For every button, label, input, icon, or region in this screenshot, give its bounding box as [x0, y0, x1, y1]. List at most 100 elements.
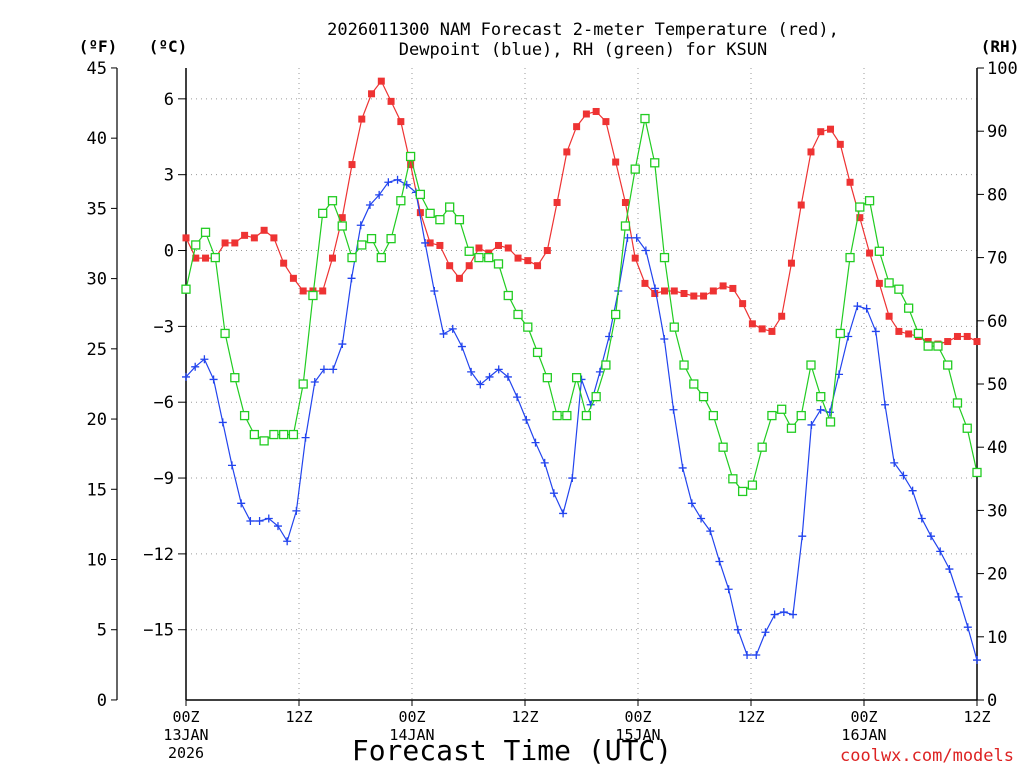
temperature-point — [280, 259, 288, 267]
dewpoint-point — [301, 433, 310, 442]
rh-point — [210, 252, 220, 263]
dewpoint-point — [595, 367, 604, 376]
dewpoint-point — [531, 438, 540, 447]
dewpoint-point — [779, 608, 788, 617]
dewpoint-point — [623, 233, 632, 242]
temperature-point — [202, 254, 210, 262]
rh-point — [230, 373, 240, 383]
rh-point — [415, 189, 426, 200]
dewpoint-point — [549, 489, 558, 498]
temperature-point — [778, 312, 786, 320]
rh-point — [464, 246, 474, 256]
celsius-tick-label: −15 — [143, 621, 174, 641]
dewpoint-point — [393, 175, 402, 184]
temperature-point — [866, 249, 874, 257]
rh-point — [523, 322, 533, 332]
rh-point — [845, 252, 855, 263]
rh-point — [962, 423, 972, 433]
temperature-point — [573, 123, 581, 131]
rh-point — [601, 360, 611, 370]
rh-point — [337, 221, 347, 231]
rh-point — [249, 429, 260, 440]
fahrenheit-tick-label: 40 — [87, 129, 107, 149]
dewpoint-point — [945, 565, 954, 574]
x-tick-date-label: 14JAN — [389, 726, 434, 744]
celsius-tick-label: 0 — [164, 242, 174, 262]
x-tick-date-label: 13JAN — [163, 726, 208, 744]
rh-tick-label: 70 — [987, 249, 1007, 269]
rh-point — [903, 303, 914, 313]
rh-point — [532, 347, 543, 358]
dewpoint-point — [237, 499, 246, 508]
temperature-point — [436, 241, 444, 249]
temperature-point — [690, 292, 698, 300]
x-tick-year-label: 2026 — [168, 744, 204, 762]
rh-point — [757, 442, 767, 452]
temperature-point — [368, 90, 376, 98]
fahrenheit-tick-label: 0 — [97, 691, 107, 711]
dewpoint-point — [835, 370, 844, 379]
rh-point — [288, 429, 299, 440]
rh-point — [786, 423, 797, 433]
celsius-tick-label: 6 — [164, 90, 174, 110]
series-rh — [181, 113, 982, 497]
dewpoint-point — [743, 651, 752, 660]
dewpoint-point — [798, 532, 807, 541]
dewpoint-point — [678, 463, 687, 472]
temperature-point — [719, 282, 727, 290]
temperature-point — [250, 234, 258, 242]
rh-point — [425, 208, 435, 219]
x-tick-label: 00Z — [172, 708, 199, 726]
series-dewpoint — [182, 175, 981, 665]
watermark: coolwx.com/models — [840, 746, 1014, 766]
rh-tick-label: 60 — [987, 312, 1007, 332]
temperature-point — [748, 320, 756, 328]
dewpoint-point — [191, 362, 200, 371]
rh-point — [913, 328, 924, 339]
temperature-point — [836, 140, 844, 148]
dewpoint-point — [697, 514, 706, 523]
rh-point — [835, 328, 845, 339]
rh-point — [493, 259, 504, 269]
dewpoint-point — [559, 509, 568, 518]
rh-point — [698, 391, 709, 402]
dewpoint-point — [200, 355, 209, 364]
rh-point — [884, 278, 894, 288]
temperature-point — [524, 257, 532, 265]
temperature-point — [895, 327, 903, 335]
rh-point — [952, 398, 963, 408]
x-tick-label: 12Z — [737, 708, 764, 726]
rh-point — [591, 391, 601, 402]
temperature-point — [377, 77, 385, 85]
rh-point — [376, 252, 386, 263]
temperature-point — [534, 262, 542, 270]
series-line — [185, 179, 978, 661]
dewpoint-point — [439, 329, 448, 338]
rh-point — [659, 252, 670, 263]
rh-point — [562, 410, 572, 421]
temperature-point — [651, 289, 659, 297]
rh-point — [366, 233, 377, 244]
dewpoint-point — [209, 375, 218, 384]
temperature-point — [221, 239, 229, 247]
rh-point — [435, 215, 445, 225]
dewpoint-point — [375, 190, 384, 199]
rh-point — [200, 227, 211, 237]
temperature-point — [192, 254, 200, 262]
temperature-point — [680, 289, 688, 297]
temperature-point — [338, 214, 346, 222]
x-tick-label: 12Z — [285, 708, 312, 726]
temperature-point — [426, 239, 434, 247]
x-tick-label: 00Z — [850, 708, 877, 726]
rh-point — [259, 436, 269, 446]
dewpoint-point — [310, 377, 319, 386]
temperature-point — [475, 244, 483, 252]
rh-point — [454, 215, 465, 225]
temperature-point — [397, 118, 405, 126]
rh-point — [181, 284, 191, 294]
temperature-point — [700, 292, 708, 300]
rh-point — [405, 151, 416, 162]
rh-point — [923, 341, 933, 351]
rh-point — [737, 486, 748, 497]
